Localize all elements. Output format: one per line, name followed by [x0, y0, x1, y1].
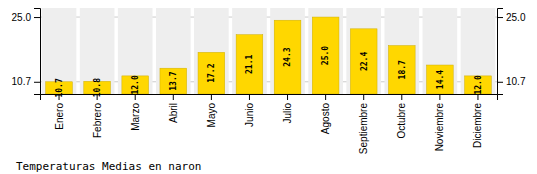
x-tick-mark — [59, 94, 60, 100]
y-tick: 10.7 — [12, 76, 40, 87]
x-tick-mark — [439, 94, 440, 100]
x-tick-mark — [401, 94, 402, 100]
x-axis-line — [41, 95, 498, 101]
x-tick-label: Mayo — [206, 103, 217, 128]
x-tick: Enero — [54, 94, 65, 130]
title: Temperaturas Medias en naron — [16, 160, 201, 173]
shadow-bar — [461, 8, 496, 94]
data-label: 21.1 — [245, 55, 254, 74]
y2-tick-label: 25.0 — [506, 12, 526, 23]
shadow-bar — [423, 8, 458, 94]
data-label: 17.2 — [207, 63, 216, 82]
x-tick-mark — [97, 94, 98, 100]
x-tick: Julio — [282, 94, 293, 124]
y2-tick-mark — [497, 82, 503, 83]
data-label: 22.4 — [360, 52, 369, 71]
bar — [312, 17, 339, 94]
x-tick-label: Noviembre — [434, 103, 445, 152]
x-tick-label: Agosto — [320, 103, 331, 135]
x-tick-label: Febrero — [92, 103, 103, 138]
x-tick-mark — [325, 94, 326, 100]
shadow-bar — [384, 8, 419, 94]
x-tick: Mayo — [206, 94, 217, 127]
bar — [388, 46, 415, 94]
y2-tick-label: 10.7 — [506, 76, 526, 87]
x-tick-mark — [173, 94, 174, 100]
bar — [350, 29, 377, 94]
data-label: 24.3 — [283, 47, 292, 66]
x-tick-mark — [211, 94, 212, 100]
y-tick-label: 10.7 — [12, 76, 32, 87]
x-tick-mark — [477, 94, 478, 100]
shadow-bar — [194, 8, 229, 94]
shadow-bar — [232, 8, 267, 94]
x-tick-label: Diciembre — [472, 103, 483, 148]
x-tick-mark — [363, 94, 364, 100]
y-tick-mark — [34, 82, 40, 83]
y2-tick: 25.0 — [497, 12, 526, 23]
data-label: 12.0 — [131, 75, 140, 94]
shadow-bar — [156, 8, 191, 94]
y2-axis-line — [498, 9, 504, 95]
data-label: 13.7 — [169, 71, 178, 90]
x-tick: Abril — [168, 94, 179, 123]
shadow-bar — [346, 8, 381, 94]
bars — [42, 8, 496, 94]
data-label: 25.0 — [321, 46, 330, 65]
data-label: 12.0 — [474, 75, 483, 94]
x-tick-mark — [249, 94, 250, 100]
y2-tick-mark — [497, 17, 503, 18]
data-labels: 10.710.812.013.717.221.124.325.022.418.7… — [55, 46, 483, 98]
data-label: 18.7 — [398, 60, 407, 79]
shadow-bar — [118, 8, 153, 94]
x-tick-label: Abril — [168, 103, 179, 123]
bar — [427, 65, 454, 94]
x-tick-label: Marzo — [130, 103, 141, 131]
x-tick: Marzo — [130, 94, 141, 131]
bar — [160, 68, 187, 94]
bar — [236, 35, 263, 94]
x-axis: Enero Febrero Marzo Abril Mayo Junio Julio Agos… — [41, 94, 498, 154]
x-tick-label: Enero — [54, 103, 65, 130]
x-tick-label: Junio — [244, 103, 255, 127]
y2-tick: 10.7 — [497, 76, 526, 87]
x-tick-label: Julio — [282, 103, 293, 124]
bar — [465, 76, 492, 94]
shadow-bar — [270, 8, 305, 94]
bar — [198, 52, 225, 94]
y-tick-label: 25.0 — [12, 12, 32, 23]
plot: 10.710.812.013.717.221.124.325.022.418.7… — [12, 8, 526, 154]
x-tick: Febrero — [92, 94, 103, 138]
x-tick: Diciembre — [472, 94, 483, 148]
x-tick: Octubre — [396, 94, 407, 139]
x-tick-mark — [135, 94, 136, 100]
x-tick: Noviembre — [434, 94, 445, 151]
shadow-bar — [308, 8, 343, 94]
x-tick-label: Octubre — [396, 103, 407, 139]
x-tick: Septiembre — [358, 94, 369, 154]
x-tick: Junio — [244, 94, 255, 127]
chart: 10.710.812.013.717.221.124.325.022.418.7… — [0, 0, 537, 174]
y-axis: 10.7 25.0 — [12, 9, 41, 95]
bar — [122, 76, 149, 94]
y-tick-mark — [34, 17, 40, 18]
y-tick: 25.0 — [12, 12, 40, 23]
x-tick: Agosto — [320, 94, 331, 134]
y-axis-line — [34, 9, 41, 95]
x-tick-mark — [287, 94, 288, 100]
y2-axis: 10.7 25.0 — [497, 9, 526, 95]
data-label: 14.4 — [436, 70, 445, 89]
bar — [274, 20, 301, 94]
x-tick-label: Septiembre — [358, 103, 369, 155]
